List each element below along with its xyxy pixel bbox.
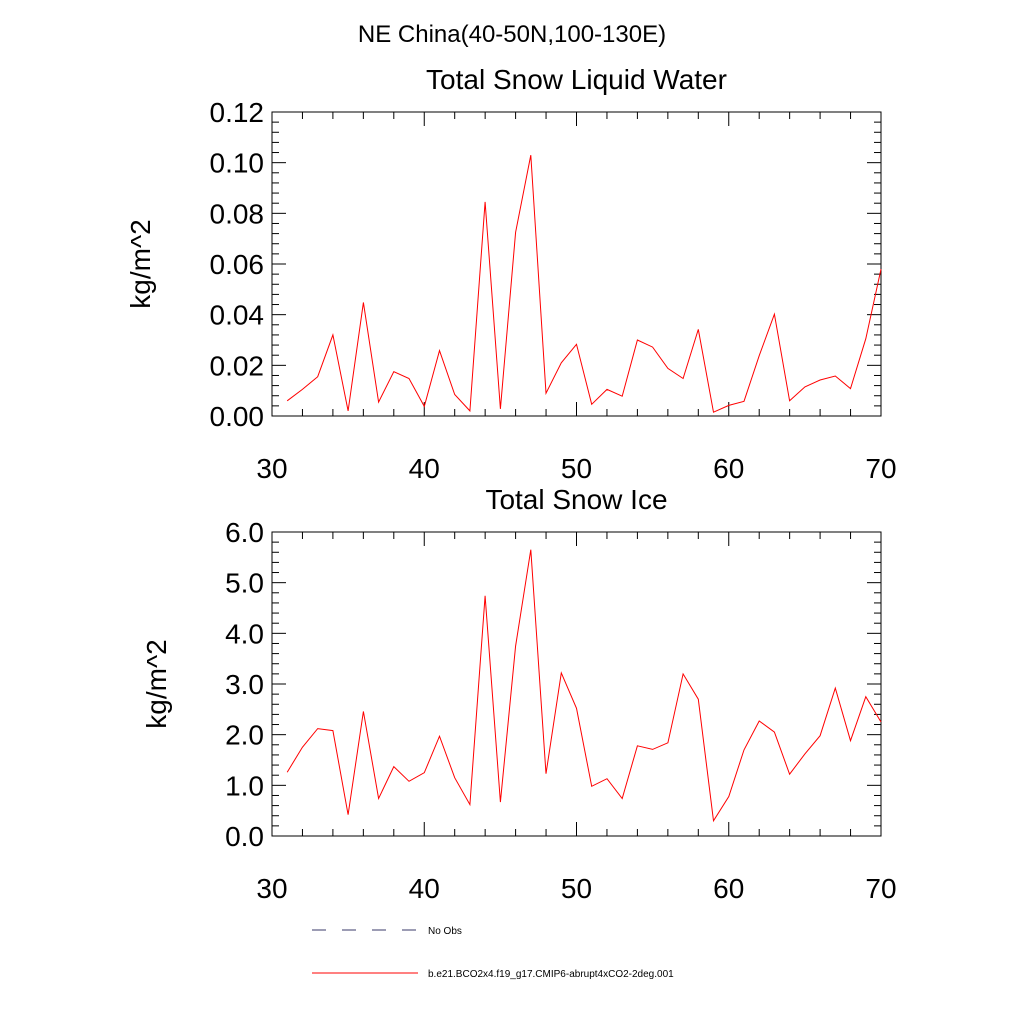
- x-tick-label: 70: [865, 453, 896, 484]
- legend-label-model: b.e21.BCO2x4.f19_g17.CMIP6-abrupt4xCO2-2…: [428, 969, 674, 980]
- y-tick-label: 0.02: [210, 350, 265, 381]
- x-tick-label: 30: [256, 873, 287, 904]
- y-tick-label: 0.06: [210, 249, 265, 280]
- x-tick-label: 70: [865, 873, 896, 904]
- y-tick-label: 0.0: [225, 821, 264, 852]
- x-tick-label: 50: [561, 873, 592, 904]
- y-tick-label: 0.04: [210, 300, 265, 331]
- panel-snow-ice: Total Snow Ice 30 40 50 60 70 0.0 1.0 2.0 3.0 4.0 5…: [141, 484, 897, 904]
- y-tick-label: 6.0: [225, 517, 264, 548]
- y-tick-label: 0.10: [210, 148, 265, 179]
- y-tick-label: 3.0: [225, 669, 264, 700]
- y-tick-label: 4.0: [225, 618, 264, 649]
- y-axis-label: kg/m^2: [125, 219, 156, 308]
- y-tick-label: 0.08: [210, 198, 265, 229]
- y-tick-label: 5.0: [225, 568, 264, 599]
- legend: No Obs b.e21.BCO2x4.f19_g17.CMIP6-abrupt…: [312, 926, 674, 980]
- y-tick-label: 2.0: [225, 720, 264, 751]
- panel-snow-liquid-water: Total Snow Liquid Water 30 40 50 60 70 0.00 0.0…: [125, 64, 897, 484]
- y-tick-label: 0.12: [210, 97, 265, 128]
- x-tick-label: 50: [561, 453, 592, 484]
- y-tick-label: 0.00: [210, 401, 265, 432]
- legend-label-no-obs: No Obs: [428, 926, 462, 937]
- plot-frame: [271, 111, 882, 417]
- plot-frame: [271, 531, 882, 837]
- x-tick-label: 60: [713, 873, 744, 904]
- figure-title: NE China(40-50N,100-130E): [358, 21, 666, 48]
- panel-title: Total Snow Ice: [485, 484, 667, 515]
- x-tick-label: 40: [409, 873, 440, 904]
- y-axis-label: kg/m^2: [141, 639, 172, 728]
- x-tick-label: 40: [409, 453, 440, 484]
- series-line: [286, 155, 882, 413]
- series-line: [286, 549, 882, 823]
- x-tick-label: 30: [256, 453, 287, 484]
- panel-title: Total Snow Liquid Water: [426, 64, 727, 95]
- x-tick-label: 60: [713, 453, 744, 484]
- y-tick-label: 1.0: [225, 770, 264, 801]
